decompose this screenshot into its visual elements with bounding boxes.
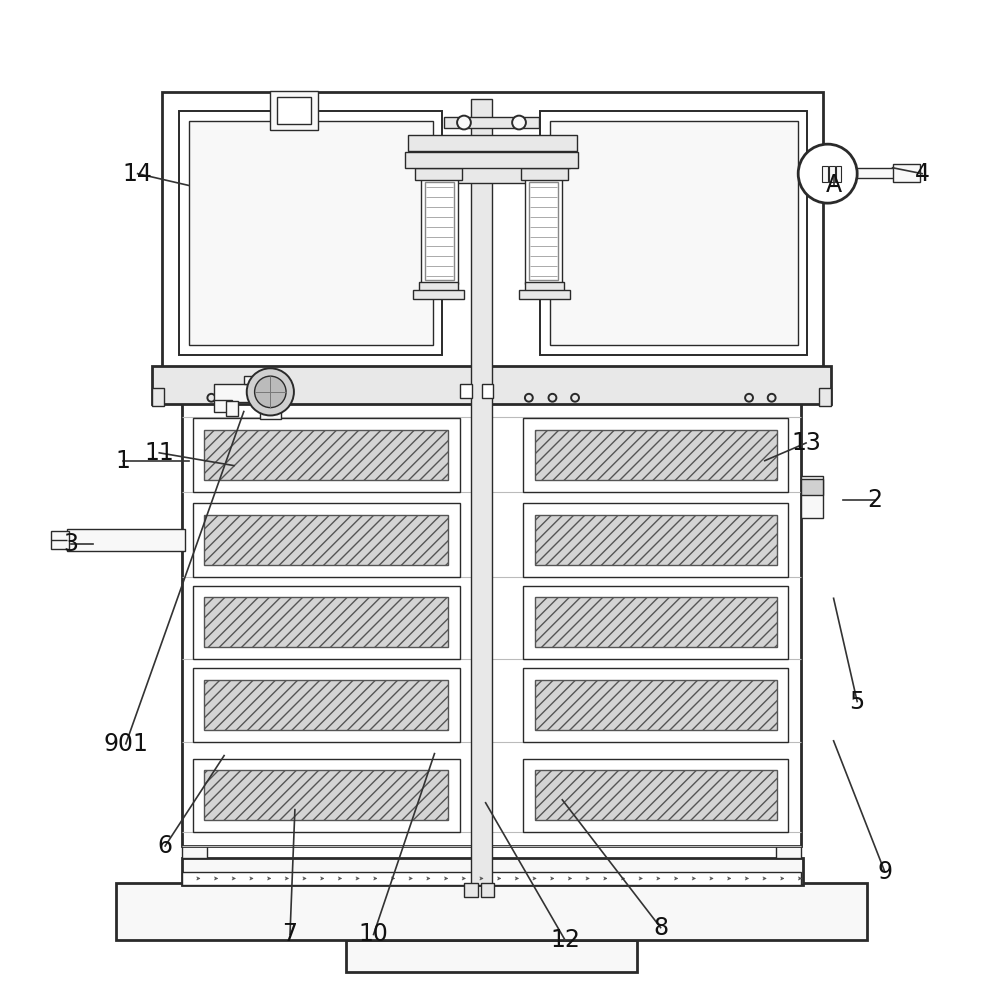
Text: 8: 8 <box>653 916 668 940</box>
Bar <box>535 770 777 820</box>
Bar <box>277 97 311 124</box>
Bar <box>193 759 460 832</box>
Bar <box>193 668 460 742</box>
Bar <box>460 384 472 398</box>
Bar <box>214 384 271 402</box>
Text: A: A <box>826 173 841 197</box>
Bar <box>523 418 788 492</box>
Bar <box>425 182 454 280</box>
Text: 4: 4 <box>914 162 930 186</box>
Bar <box>51 531 69 549</box>
Bar <box>405 152 578 168</box>
Bar <box>193 418 460 492</box>
Bar <box>523 668 788 742</box>
Bar <box>152 388 164 406</box>
Text: 7: 7 <box>282 922 298 946</box>
Bar <box>464 883 478 897</box>
Bar <box>270 91 318 130</box>
Bar <box>162 92 823 367</box>
Bar <box>179 111 442 355</box>
Circle shape <box>798 144 857 203</box>
Bar <box>444 117 539 128</box>
Bar <box>204 515 448 565</box>
Bar <box>413 290 464 299</box>
Bar <box>523 586 788 659</box>
Text: 10: 10 <box>359 922 388 946</box>
Text: 3: 3 <box>63 532 79 556</box>
Bar <box>204 430 448 480</box>
Bar <box>471 99 492 885</box>
Bar <box>182 250 207 858</box>
Bar <box>525 282 564 292</box>
Text: 901: 901 <box>103 732 148 756</box>
Bar <box>535 597 777 647</box>
Text: 5: 5 <box>849 690 865 714</box>
Bar <box>67 529 185 551</box>
Bar <box>415 154 570 168</box>
Circle shape <box>457 116 471 129</box>
Bar <box>214 400 232 412</box>
Circle shape <box>247 368 294 415</box>
Bar <box>822 166 828 182</box>
Bar <box>819 388 831 406</box>
Bar <box>829 166 835 182</box>
Circle shape <box>255 376 286 408</box>
Bar <box>260 412 281 419</box>
Bar <box>244 376 256 384</box>
Bar <box>204 597 448 647</box>
Bar <box>182 858 803 885</box>
Text: 13: 13 <box>791 431 821 455</box>
Bar <box>521 168 568 180</box>
Bar <box>836 166 841 182</box>
Bar <box>523 759 788 832</box>
Bar <box>519 290 570 299</box>
Bar <box>193 586 460 659</box>
Bar <box>525 178 562 284</box>
Bar <box>415 168 462 180</box>
Bar <box>452 166 531 183</box>
Text: 6: 6 <box>157 834 173 858</box>
Bar <box>346 940 637 972</box>
Bar <box>152 366 831 404</box>
Bar <box>182 872 801 885</box>
Bar <box>481 883 494 897</box>
Bar <box>226 401 238 416</box>
Bar <box>535 430 777 480</box>
Text: 12: 12 <box>550 928 580 952</box>
Bar <box>529 182 558 280</box>
Bar <box>482 384 493 398</box>
Bar <box>540 111 807 355</box>
Text: 9: 9 <box>877 860 893 884</box>
Circle shape <box>512 116 526 129</box>
Bar <box>801 476 823 518</box>
Bar <box>182 402 801 846</box>
Bar <box>419 282 458 292</box>
Bar <box>535 515 777 565</box>
Bar <box>193 503 460 577</box>
Bar <box>535 680 777 730</box>
Text: 2: 2 <box>867 488 883 512</box>
Bar <box>421 178 458 284</box>
Text: 14: 14 <box>123 162 152 186</box>
Bar <box>855 168 896 178</box>
Bar <box>204 770 448 820</box>
Bar <box>204 680 448 730</box>
Bar <box>408 135 577 151</box>
Bar <box>776 250 801 858</box>
Text: 11: 11 <box>145 441 174 465</box>
Bar <box>116 883 867 940</box>
Bar <box>893 164 920 182</box>
Bar <box>550 121 798 345</box>
Text: 1: 1 <box>115 449 131 473</box>
Bar <box>523 503 788 577</box>
Bar <box>801 479 823 495</box>
Bar <box>189 121 433 345</box>
